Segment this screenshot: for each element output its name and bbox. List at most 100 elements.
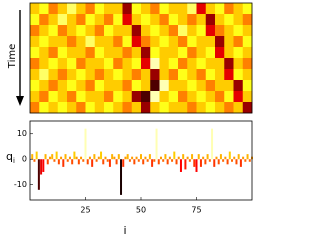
- bar: [217, 159, 220, 165]
- bar: [137, 159, 140, 162]
- heat-cell: [159, 58, 170, 70]
- heat-cell: [187, 3, 197, 15]
- heat-cell: [233, 102, 244, 114]
- heat-cell: [67, 69, 77, 81]
- heat-cell: [242, 91, 253, 103]
- bar: [68, 156, 71, 160]
- heat-cell: [178, 80, 188, 92]
- heat-cell: [76, 58, 86, 70]
- bar: [100, 151, 103, 160]
- heat-cell: [205, 80, 216, 92]
- heat-cell: [57, 47, 68, 59]
- heat-cell: [131, 14, 142, 26]
- heat-cell: [205, 36, 216, 48]
- heat-cell: [178, 36, 188, 48]
- heat-cell: [39, 58, 49, 70]
- heat-cell: [94, 47, 105, 59]
- bar: [133, 159, 136, 165]
- heat-cell: [122, 3, 133, 15]
- heat-cell: [150, 91, 160, 103]
- heat-cell: [150, 58, 160, 70]
- bar: [226, 159, 229, 165]
- bar: [179, 159, 182, 172]
- bar: [157, 159, 160, 165]
- arrow-head: [16, 96, 24, 106]
- heat-cell: [76, 25, 86, 37]
- heat-cell: [178, 3, 188, 15]
- heat-cell: [242, 36, 253, 48]
- heat-cell: [94, 14, 105, 26]
- heat-cell: [94, 58, 105, 70]
- bar: [104, 156, 107, 160]
- time-arrow: [16, 10, 24, 106]
- heat-cell: [150, 47, 160, 59]
- heat-cell: [168, 36, 179, 48]
- y-axis-label-sub: i: [13, 157, 15, 165]
- heat-cell: [141, 102, 151, 114]
- bar: [171, 159, 174, 162]
- heat-cell: [196, 80, 207, 92]
- heat-cell: [57, 69, 68, 81]
- heat-cell: [67, 25, 77, 37]
- bar: [42, 159, 45, 172]
- heat-cell: [233, 69, 244, 81]
- heat-cell: [215, 14, 225, 26]
- heat-cell: [242, 69, 253, 81]
- bar: [53, 159, 56, 162]
- bar: [44, 154, 47, 160]
- heat-cell: [104, 91, 114, 103]
- heat-cell: [150, 69, 160, 81]
- heat-cell: [196, 14, 207, 26]
- bar: [82, 159, 85, 162]
- heat-cell: [233, 25, 244, 37]
- heat-cell: [187, 14, 197, 26]
- heat-cell: [150, 102, 160, 114]
- heat-cell: [30, 25, 40, 37]
- heat-cell: [215, 25, 225, 37]
- heat-cell: [196, 58, 207, 70]
- heat-cell: [94, 3, 105, 15]
- heat-cell: [113, 102, 123, 114]
- heat-cell: [159, 47, 170, 59]
- heat-cell: [131, 69, 142, 81]
- heat-cell: [104, 14, 114, 26]
- heat-cell: [76, 69, 86, 81]
- heat-cell: [57, 14, 68, 26]
- heat-cell: [131, 25, 142, 37]
- heat-cell: [242, 47, 253, 59]
- heat-cell: [224, 91, 234, 103]
- heat-cell: [141, 47, 151, 59]
- bar: [144, 156, 147, 160]
- heat-cell: [131, 80, 142, 92]
- bar: [84, 128, 87, 160]
- bar: [235, 159, 238, 165]
- heat-cell: [122, 69, 133, 81]
- heat-cell: [178, 25, 188, 37]
- plot-frame: [29, 2, 253, 114]
- heat-cell: [187, 47, 197, 59]
- bar: [108, 159, 111, 167]
- heat-cell: [85, 69, 96, 81]
- heat-cell: [141, 3, 151, 15]
- bar: [140, 154, 142, 160]
- bar: [115, 159, 118, 165]
- heat-cell: [39, 80, 49, 92]
- bar: [224, 156, 227, 160]
- heat-cell: [178, 58, 188, 70]
- heat-cell: [168, 91, 179, 103]
- heat-cell: [205, 58, 216, 70]
- bar: [242, 156, 245, 160]
- bar: [111, 154, 114, 160]
- bar: [195, 159, 198, 172]
- bar: [55, 151, 58, 160]
- bar: [175, 159, 178, 165]
- heat-cell: [104, 102, 114, 114]
- heat-cell: [57, 36, 68, 48]
- heat-cell: [242, 58, 253, 70]
- heat-cell: [113, 36, 123, 48]
- heat-cell: [215, 80, 225, 92]
- bar: [57, 159, 60, 165]
- heat-cell: [48, 69, 59, 81]
- heat-cell: [141, 58, 151, 70]
- bar: [202, 156, 205, 160]
